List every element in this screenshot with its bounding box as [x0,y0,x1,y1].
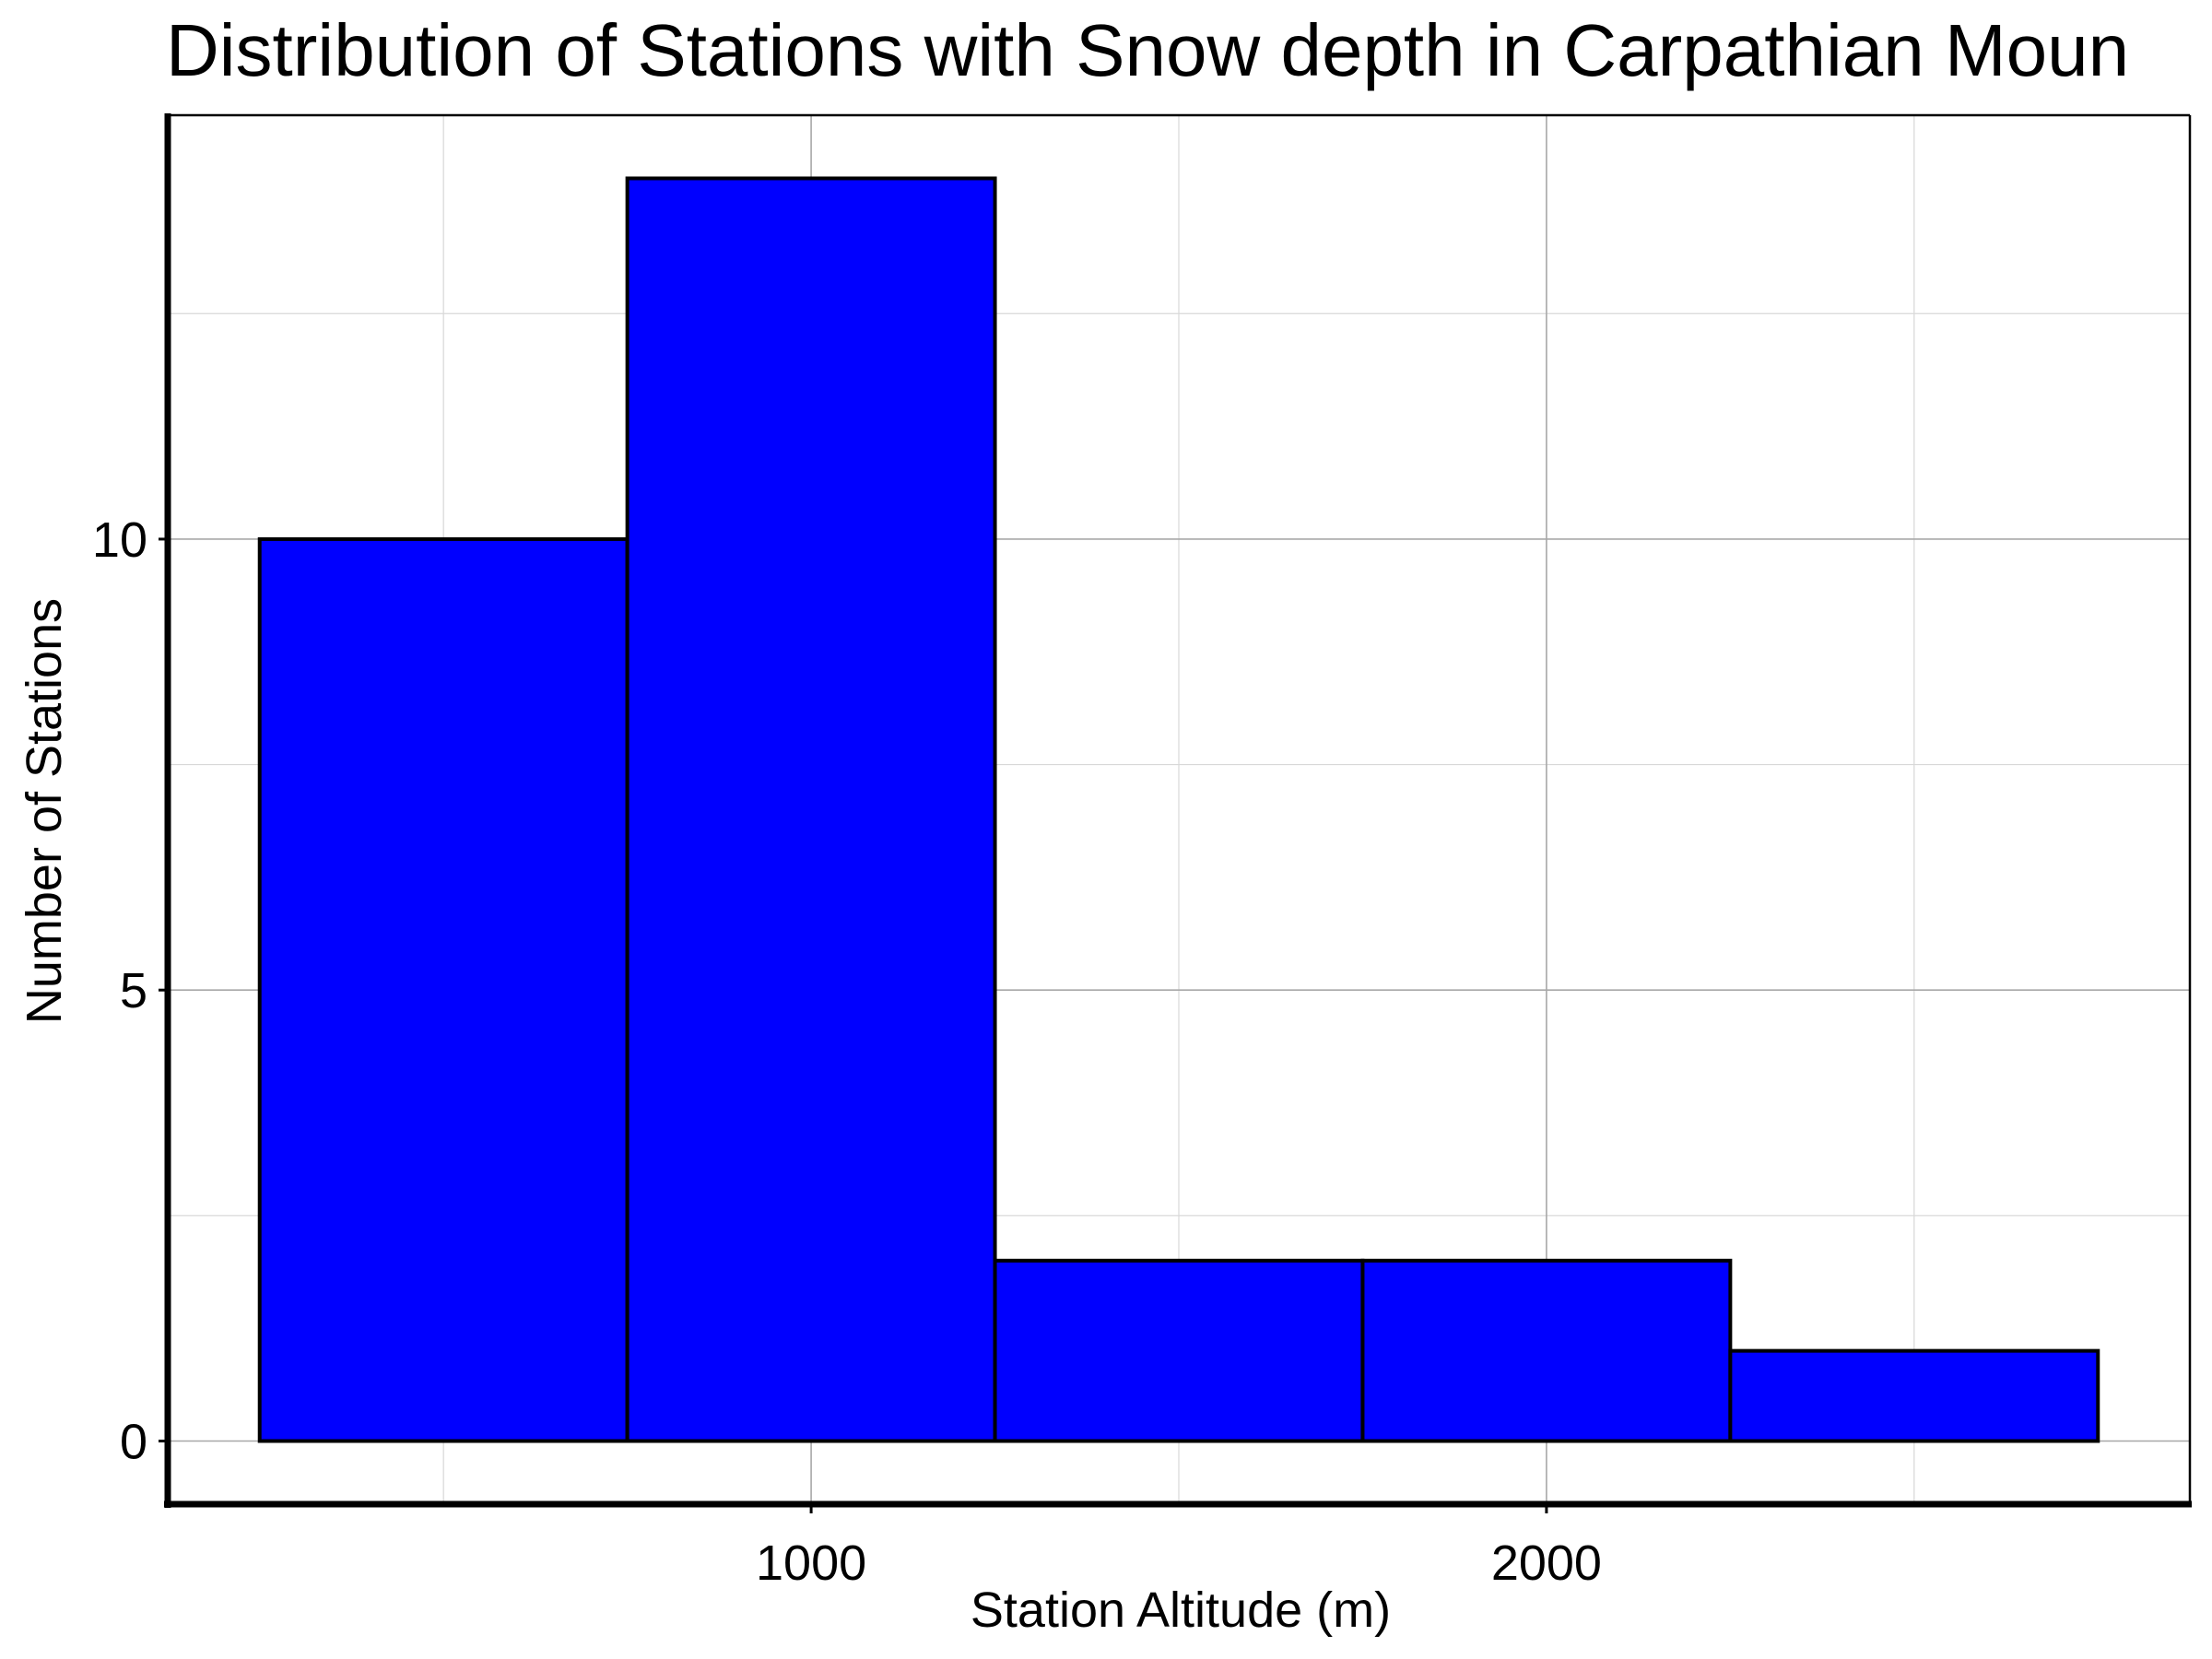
histogram-bar [1360,1258,1733,1443]
chart-title: Distribution of Stations with Snow depth… [166,9,2129,91]
histogram-bar [625,176,997,1443]
x-tick-label: 1000 [756,1535,866,1591]
y-tick-label: 5 [120,963,147,1018]
y-axis-label: Number of Stations [17,598,72,1024]
x-axis-label: Station Altitude (m) [971,1583,1391,1638]
x-tick-label: 2000 [1491,1535,1602,1591]
histogram-bar [257,536,629,1443]
axes [164,113,2192,1508]
histogram-bar [993,1258,1365,1443]
histogram-bar [1728,1348,2100,1443]
y-tick-label: 0 [120,1415,147,1470]
tick-labels: 1000 2000 0 5 10 [92,512,1602,1591]
histogram-bars [257,176,2100,1443]
y-tick-label: 10 [92,512,147,568]
